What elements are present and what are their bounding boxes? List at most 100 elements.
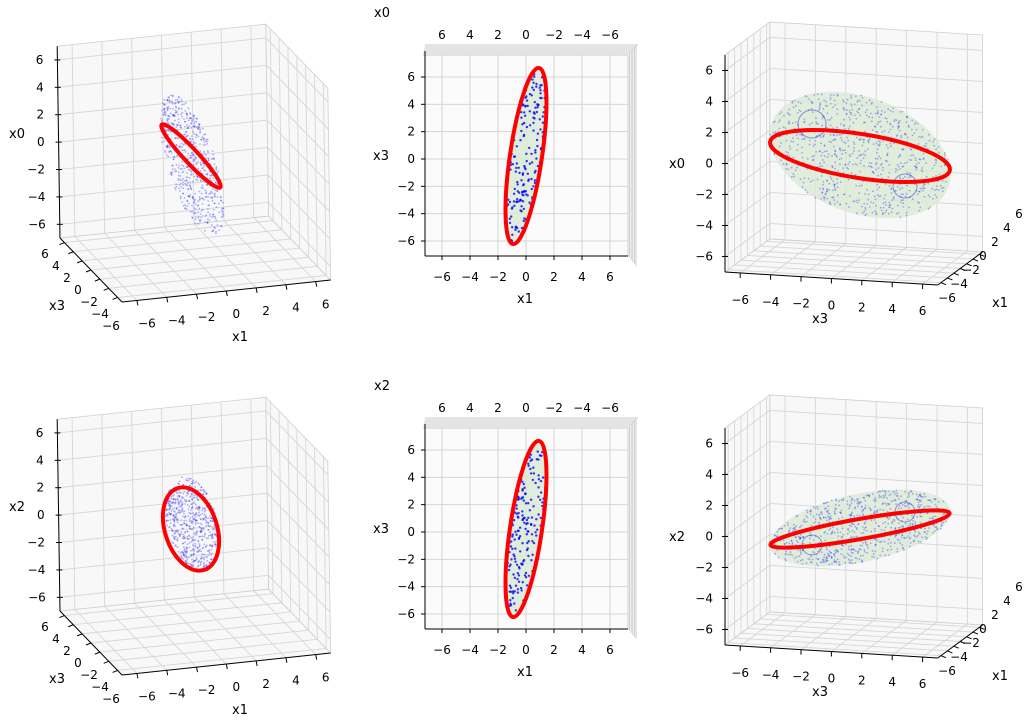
gridline (220, 28, 225, 221)
scatter-point (834, 161, 837, 164)
scatter-point (526, 194, 529, 197)
scatter-point (791, 102, 794, 104)
scatter-point (171, 541, 174, 544)
depth-tick-label: 2 (63, 271, 71, 285)
scatter-point (186, 479, 189, 482)
scatter-point (877, 525, 880, 527)
scatter-point (854, 506, 857, 509)
scatter-point (515, 200, 518, 204)
gridline (250, 25, 255, 218)
depth-tick-label: 0 (522, 401, 530, 415)
scatter-point (165, 130, 168, 133)
scatter-point (198, 199, 201, 201)
scatter-point (865, 543, 868, 546)
scatter-point (517, 230, 520, 233)
scatter-point (828, 550, 831, 553)
scatter-point (828, 545, 831, 548)
scatter-point (200, 518, 203, 521)
scatter-point (525, 125, 529, 129)
scatter-point (919, 493, 921, 496)
scatter-point (861, 212, 864, 214)
scatter-point (521, 480, 524, 484)
scatter-point (172, 115, 175, 117)
scatter-point (222, 207, 224, 210)
scatter-point (520, 111, 523, 114)
scatter-point (194, 218, 197, 221)
scatter-point (915, 167, 918, 169)
scatter-point (828, 518, 831, 521)
scatter-point (838, 517, 840, 520)
scatter-point (222, 213, 225, 216)
scatter-point (793, 175, 795, 178)
scatter-point (200, 557, 202, 560)
scatter-point (884, 521, 887, 524)
scatter-point (884, 194, 887, 197)
gridline (57, 37, 267, 61)
scatter-point (802, 536, 804, 539)
scatter-point (859, 114, 861, 117)
scatter-point (811, 159, 814, 162)
scatter-point (194, 533, 196, 536)
gridline (73, 602, 282, 626)
scatter-point (896, 538, 899, 541)
scatter-point (822, 516, 825, 519)
scatter-point (911, 523, 914, 526)
scatter-point (222, 207, 225, 210)
scatter-point (165, 146, 168, 148)
scatter-point (211, 196, 213, 199)
scatter-point (523, 111, 526, 114)
scatter-point (212, 507, 215, 510)
scatter-point (185, 500, 187, 503)
scatter-point (927, 194, 930, 197)
scatter-point (849, 495, 851, 498)
scatter-point (208, 549, 210, 552)
scatter-point (937, 146, 940, 149)
scatter-point (180, 531, 183, 533)
scatter-point (842, 106, 845, 109)
gridline (753, 623, 967, 638)
scatter-point (209, 525, 212, 528)
scatter-point (187, 556, 190, 559)
scatter-point (180, 127, 182, 129)
scatter-point (199, 489, 202, 491)
scatter-point (883, 490, 886, 492)
scatter-point (203, 518, 206, 521)
scatter-point (835, 498, 838, 501)
scatter-point (921, 170, 924, 173)
scatter-point (530, 559, 533, 562)
ellipse-line (768, 508, 952, 550)
scatter-point (198, 190, 201, 193)
scatter-point (780, 527, 783, 530)
scatter-point (196, 204, 199, 207)
scatter-point (935, 505, 938, 508)
scatter-point (187, 152, 190, 155)
scatter-point (197, 539, 200, 542)
scatter-point (178, 503, 181, 505)
scatter-point (896, 548, 899, 550)
scatter-point (840, 543, 843, 546)
scatter-point (820, 142, 822, 145)
scatter-point (199, 564, 202, 566)
scatter-point (194, 559, 197, 562)
scatter-point (184, 151, 187, 153)
scatter-point (871, 549, 874, 552)
scatter-point (878, 525, 880, 528)
scatter-point (793, 523, 795, 526)
scatter-point (912, 520, 914, 522)
scatter-point (832, 134, 835, 136)
scatter-point (536, 106, 539, 109)
scatter-point (179, 178, 182, 181)
scatter-point (191, 195, 194, 198)
scatter-point (826, 119, 829, 121)
scatter-point (901, 148, 904, 151)
scatter-point (191, 482, 194, 485)
scatter-point (928, 139, 931, 142)
scatter-point (522, 207, 525, 211)
scatter-point (207, 517, 210, 519)
scatter-point (846, 166, 848, 169)
scatter-point (922, 184, 925, 187)
scatter-point (848, 125, 851, 128)
scatter-point (876, 109, 879, 112)
scatter-point (864, 193, 867, 195)
scatter-point (166, 106, 168, 109)
